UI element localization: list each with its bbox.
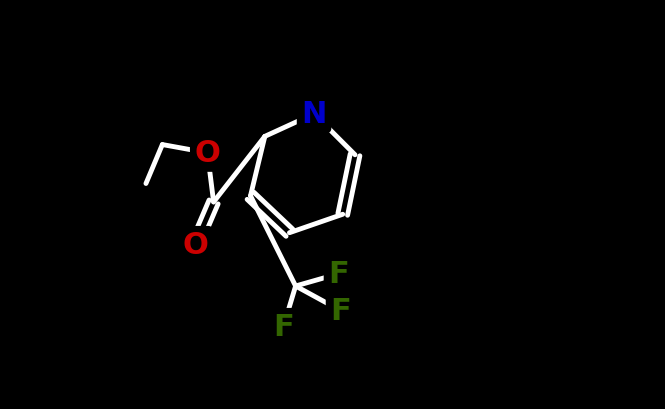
Text: O: O xyxy=(182,231,208,260)
Text: O: O xyxy=(195,139,220,168)
Text: F: F xyxy=(331,297,351,325)
Text: N: N xyxy=(301,100,327,129)
Text: F: F xyxy=(273,313,294,342)
Text: F: F xyxy=(329,260,349,288)
